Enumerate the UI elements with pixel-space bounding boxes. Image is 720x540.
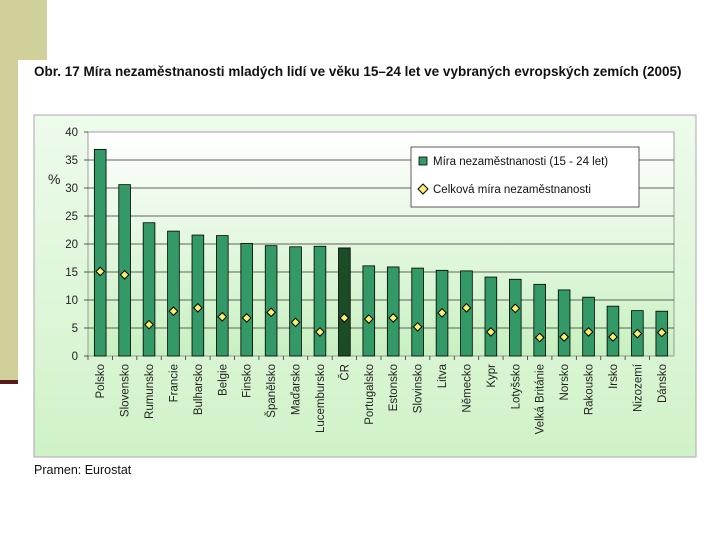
x-tick-label: Lotyšsko	[510, 364, 522, 409]
x-tick-label: Irsko	[608, 364, 620, 389]
bar	[313, 245, 327, 357]
x-tick-label: Velká Británie	[535, 364, 547, 434]
marker-point	[632, 328, 643, 339]
marker-point	[217, 311, 228, 322]
marker-point	[339, 313, 350, 323]
bar	[460, 270, 473, 357]
bar	[557, 289, 571, 357]
y-tick-label: 25	[65, 211, 78, 223]
marker-point	[437, 307, 447, 318]
x-tick-label: Slovinsko	[413, 364, 425, 413]
marker-point	[608, 332, 618, 342]
x-tick-label: Španělsko	[265, 364, 278, 418]
legend-bar-swatch	[418, 156, 428, 166]
x-tick-label: Estonsko	[388, 364, 400, 411]
y-tick-label: 20	[65, 239, 78, 251]
bar	[167, 230, 180, 357]
y-tick-label: 40	[65, 127, 78, 139]
marker-point	[144, 319, 154, 330]
legend: Míra nezaměstnanosti (15 - 24 let) Celko…	[410, 146, 640, 208]
legend-bar-label: Míra nezaměstnanosti (15 - 24 let)	[433, 156, 608, 168]
chart-title: Obr. 17 Míra nezaměstnanosti mladých lid…	[34, 64, 682, 79]
y-tick-label: 0	[72, 351, 78, 363]
x-tick-label: Maďarsko	[291, 364, 303, 415]
bar	[264, 245, 278, 357]
marker-point	[656, 327, 667, 338]
bar	[386, 266, 400, 357]
legend-box	[410, 146, 640, 208]
marker-point	[510, 303, 521, 314]
bar	[484, 276, 498, 357]
y-tick-label: 10	[65, 295, 78, 307]
marker-point	[461, 302, 472, 313]
legend-marker-label: Celková míra nezaměstnanosti	[433, 184, 591, 196]
marker-point	[363, 314, 374, 324]
bar	[606, 305, 620, 357]
marker-point	[559, 332, 570, 342]
marker-point	[315, 327, 325, 337]
x-tick-label: Dánsko	[657, 364, 669, 403]
bar	[216, 235, 229, 357]
x-tick-label: Norsko	[559, 364, 571, 400]
marker-point	[119, 269, 130, 280]
x-tick-label: Polsko	[95, 364, 107, 399]
bar	[93, 148, 107, 357]
bar	[411, 267, 424, 357]
bar-chart: 0 5 10 15 20 25 30 35 40 Polsko Slovensko Rumunsko…	[33, 114, 697, 458]
marker-point	[241, 313, 252, 323]
y-tick-label: 15	[65, 267, 78, 279]
x-tick-label: Rumunsko	[144, 364, 156, 419]
source-note: Pramen: Eurostat	[34, 463, 132, 477]
bar	[362, 265, 376, 357]
y-tick-label: 30	[65, 183, 78, 195]
legend-marker-swatch	[417, 183, 429, 195]
slide-accent-line	[0, 380, 30, 384]
x-tick-label: Portugalsko	[364, 364, 376, 425]
marker-point	[192, 302, 203, 313]
y-tick-label: 5	[72, 323, 78, 335]
marker-point	[583, 327, 594, 337]
marker-point	[412, 321, 423, 332]
marker-point	[168, 306, 179, 317]
bar	[289, 246, 302, 357]
marker-point	[388, 313, 399, 323]
x-tick-label: Lucembursko	[315, 364, 327, 433]
marker-point	[266, 307, 277, 318]
x-tick-label: Belgie	[217, 364, 229, 396]
bar	[338, 247, 351, 357]
x-tick-label: Litva	[437, 363, 449, 388]
x-tick-label: ČR	[338, 364, 351, 381]
marker-point	[95, 266, 106, 277]
bar	[240, 243, 253, 357]
bar	[582, 296, 595, 357]
x-tick-label: Bulharsko	[193, 364, 205, 415]
bar	[191, 234, 205, 357]
marker-point	[485, 327, 496, 337]
marker-point	[534, 332, 545, 343]
x-tick-label: Finsko	[242, 364, 254, 398]
x-tick-label: Slovensko	[120, 364, 132, 417]
y-axis-label: %	[48, 171, 60, 187]
x-tick-label: Rakousko	[584, 364, 596, 415]
bar	[142, 222, 156, 357]
x-tick-label: Německo	[461, 364, 473, 413]
bar	[533, 283, 546, 357]
bar	[509, 278, 522, 357]
x-tick-label: Kypr	[486, 364, 498, 388]
y-tick-label: 35	[65, 155, 78, 167]
marker-point	[290, 317, 301, 328]
x-tick-label: Francie	[168, 364, 180, 402]
chart-figure: Obr. 17 Míra nezaměstnanosti mladých lid…	[18, 60, 702, 480]
x-tick-label: Nizozemí	[632, 363, 644, 412]
